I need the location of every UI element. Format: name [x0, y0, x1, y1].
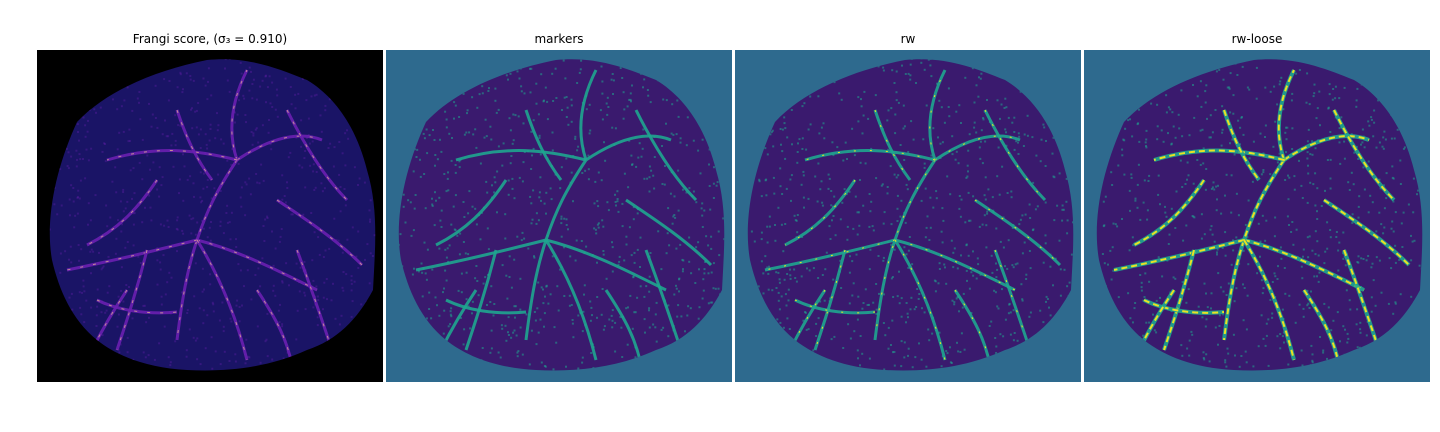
panel-title-frangi: Frangi score, (σ₃ = 0.910): [132, 32, 288, 46]
panel-rw-loose: [1084, 50, 1430, 382]
tissue-rendering: [37, 50, 383, 382]
markers-image: [386, 50, 732, 382]
panel-frangi: [37, 50, 383, 382]
panel-markers: [386, 50, 732, 382]
rw-image: [735, 50, 1081, 382]
rw-loose-image: [1084, 50, 1430, 382]
frangi-image: [37, 50, 383, 382]
tissue-rendering: [735, 50, 1081, 382]
panel-title-rw-loose: rw-loose: [1231, 32, 1283, 46]
panel-title-markers: markers: [534, 32, 584, 46]
panel-title-rw: rw: [900, 32, 916, 46]
panel-rw: [735, 50, 1081, 382]
tissue-rendering: [1084, 50, 1430, 382]
tissue-rendering: [386, 50, 732, 382]
